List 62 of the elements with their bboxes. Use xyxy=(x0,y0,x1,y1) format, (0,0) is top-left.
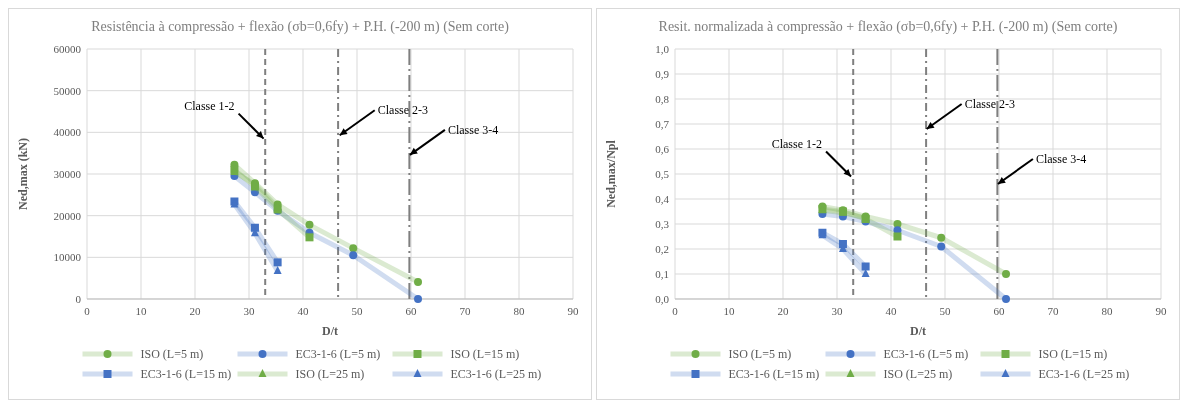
y-tick-label: 40000 xyxy=(53,126,82,139)
legend-label: EC3-1-6 (L=25 m) xyxy=(450,367,542,381)
annotation: Classe 1-2 xyxy=(771,136,823,151)
annotation: Classe 2-3 xyxy=(377,103,429,118)
x-tick-label: 30 xyxy=(831,305,843,317)
legend-label: EC3-1-6 (L=5 m) xyxy=(295,347,381,361)
x-tick-label: 60 xyxy=(405,305,417,317)
legend-label: ISO (L=25 m) xyxy=(883,367,953,381)
x-tick-label: 30 xyxy=(243,305,255,317)
annotation: Classe 3-4 xyxy=(447,122,499,137)
legend-label: ISO (L=15 m) xyxy=(1038,347,1108,361)
x-tick-label: 70 xyxy=(1047,305,1059,317)
y-axis-title: Ned,max (kN) xyxy=(16,138,30,210)
y-tick-label: 0,1 xyxy=(655,268,669,280)
y-tick-label: 0,6 xyxy=(655,143,670,155)
y-tick-label: 0,2 xyxy=(655,243,669,255)
y-tick-label: 0,4 xyxy=(655,193,670,205)
x-tick-label: 40 xyxy=(297,305,309,317)
y-tick-label: 20000 xyxy=(53,209,82,222)
legend-label: EC3-1-6 (L=5 m) xyxy=(883,347,969,361)
y-tick-label: 1,0 xyxy=(655,43,670,55)
y-tick-label: 0,9 xyxy=(655,68,670,80)
x-tick-label: 90 xyxy=(1155,305,1167,317)
legend-label: EC3-1-6 (L=15 m) xyxy=(728,367,820,381)
x-axis-title: D/t xyxy=(322,324,338,338)
x-tick-label: 20 xyxy=(189,305,201,317)
legend-label: ISO (L=5 m) xyxy=(140,347,204,361)
y-tick-label: 0,3 xyxy=(655,218,670,230)
legend-label: EC3-1-6 (L=25 m) xyxy=(1038,367,1130,381)
x-tick-label: 50 xyxy=(351,305,363,317)
x-tick-label: 90 xyxy=(567,305,579,317)
x-tick-label: 80 xyxy=(1101,305,1113,317)
y-tick-label: 60000 xyxy=(53,43,82,55)
x-tick-label: 70 xyxy=(459,305,471,317)
y-tick-label: 0,7 xyxy=(655,118,670,130)
legend-label: ISO (L=15 m) xyxy=(450,347,520,361)
chart-title: Resit. normalizada à compressão + flexão (σb=0,6fy) + P.H. (-200 m) (Sem corte) xyxy=(658,19,1118,35)
y-tick-label: 0,5 xyxy=(655,168,670,180)
y-axis-title: Ned,max/Npl xyxy=(604,139,618,208)
x-tick-label: 80 xyxy=(513,305,525,317)
y-tick-label: 10000 xyxy=(53,251,82,264)
x-tick-label: 10 xyxy=(135,305,147,317)
legend-label: ISO (L=25 m) xyxy=(295,367,365,381)
x-tick-label: 0 xyxy=(84,305,91,317)
legend-label: EC3-1-6 (L=15 m) xyxy=(140,367,232,381)
annotation: Classe 3-4 xyxy=(1035,152,1087,166)
annotation: Classe 2-3 xyxy=(964,97,1015,111)
annotation: Classe 1-2 xyxy=(184,98,235,113)
x-tick-label: 10 xyxy=(723,305,735,317)
x-tick-label: 50 xyxy=(939,305,951,317)
x-axis-title: D/t xyxy=(910,324,926,338)
x-tick-label: 60 xyxy=(993,305,1005,317)
y-tick-label: 30000 xyxy=(53,168,82,180)
legend-label: ISO (L=5 m) xyxy=(728,347,792,361)
y-tick-label: 0,8 xyxy=(655,93,670,105)
x-tick-label: 0 xyxy=(672,305,679,317)
chart-title: Resistência à compressão + flexão (σb=0,6fy) + P.H. (-200 m) (Sem corte) xyxy=(91,19,510,35)
x-tick-label: 40 xyxy=(885,305,897,317)
x-tick-label: 20 xyxy=(777,305,789,317)
y-tick-label: 50000 xyxy=(53,84,82,97)
y-tick-label: 0,0 xyxy=(655,293,670,305)
y-tick-label: 0 xyxy=(75,293,82,305)
